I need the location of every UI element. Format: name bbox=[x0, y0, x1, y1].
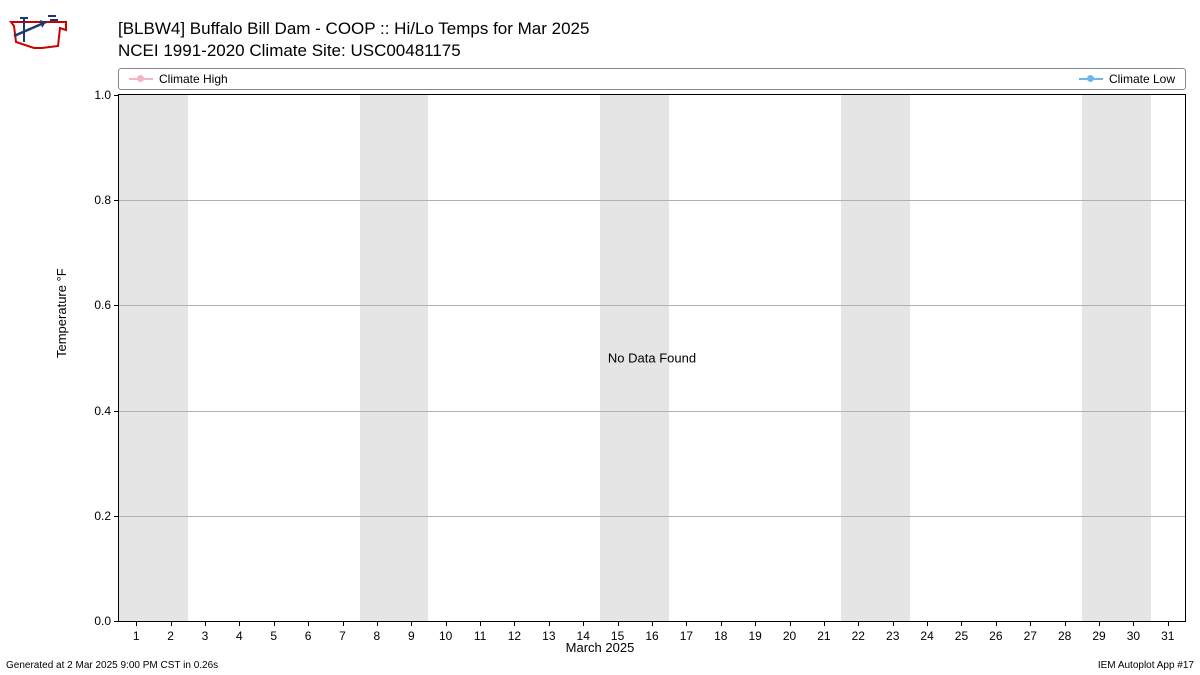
ytick-label: 0.8 bbox=[94, 193, 111, 207]
legend: Climate High Climate Low bbox=[118, 68, 1186, 90]
gridline bbox=[119, 200, 1185, 201]
legend-item-high: Climate High bbox=[129, 72, 228, 86]
plot-area: No Data Found 0.00.20.40.60.81.012345678… bbox=[118, 94, 1186, 622]
ytick-label: 1.0 bbox=[94, 88, 111, 102]
iem-logo bbox=[8, 12, 70, 52]
weekend-band bbox=[360, 95, 429, 621]
legend-item-low: Climate Low bbox=[1079, 72, 1175, 86]
no-data-message: No Data Found bbox=[608, 351, 696, 366]
y-axis-label: Temperature °F bbox=[54, 268, 69, 358]
ytick-label: 0.2 bbox=[94, 509, 111, 523]
title-line2: NCEI 1991-2020 Climate Site: USC00481175 bbox=[118, 40, 589, 62]
legend-high-label: Climate High bbox=[159, 72, 228, 86]
ytick-label: 0.4 bbox=[94, 404, 111, 418]
x-axis-label: March 2025 bbox=[0, 640, 1200, 655]
weekend-band bbox=[841, 95, 910, 621]
chart-title: [BLBW4] Buffalo Bill Dam - COOP :: Hi/Lo… bbox=[118, 18, 589, 62]
weekend-band bbox=[119, 95, 188, 621]
weekend-band bbox=[1082, 95, 1151, 621]
footer-generated: Generated at 2 Mar 2025 9:00 PM CST in 0… bbox=[6, 660, 218, 671]
ytick-label: 0.6 bbox=[94, 298, 111, 312]
footer-app: IEM Autoplot App #17 bbox=[1098, 660, 1194, 671]
title-line1: [BLBW4] Buffalo Bill Dam - COOP :: Hi/Lo… bbox=[118, 18, 589, 40]
gridline bbox=[119, 411, 1185, 412]
gridline bbox=[119, 516, 1185, 517]
ytick-label: 0.0 bbox=[94, 614, 111, 628]
gridline bbox=[119, 305, 1185, 306]
legend-low-label: Climate Low bbox=[1109, 72, 1175, 86]
